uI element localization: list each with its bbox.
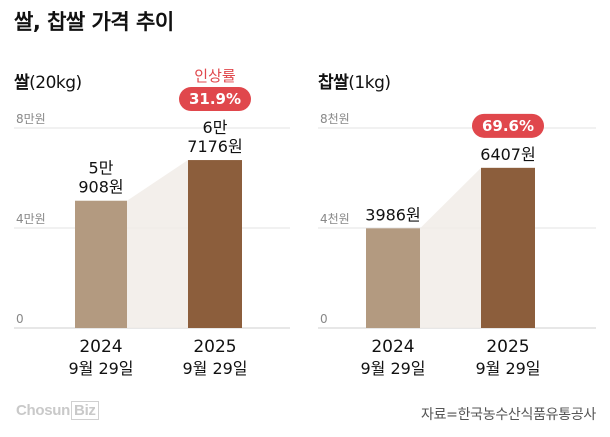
glutinous-rice-x-label-date: 9월 29일 — [360, 359, 425, 378]
glutinous-rice-y-tick-label: 0 — [320, 312, 328, 326]
rice-x-label-date: 9월 29일 — [68, 359, 133, 378]
glutinous-rice-value-label: 6407원 — [480, 145, 535, 164]
rice-panel-title-unit: (20kg) — [29, 73, 82, 93]
rice-bar-2024 — [75, 200, 127, 328]
glutinous-rice-bar-2025 — [481, 167, 535, 328]
rice-y-tick-label: 4만원 — [16, 212, 46, 226]
rice-y-tick-label: 0 — [16, 312, 24, 326]
source-note: 자료=한국농수산식품유통공사 — [421, 407, 596, 423]
glutinous-rice-increase-rate-value: 69.6% — [482, 117, 534, 135]
rice-bar-2025 — [188, 160, 242, 328]
rice-y-tick-label: 8만원 — [16, 112, 46, 126]
glutinous-rice-x-label-year: 2025 — [486, 337, 529, 357]
glutinous-rice-y-tick-label: 8천원 — [320, 111, 350, 126]
rice-increase-rate-badge — [179, 87, 251, 112]
glutinous-rice-value-label: 3986원 — [365, 205, 420, 224]
glutinous-rice-panel-title-main: 찹쌀 — [318, 73, 349, 93]
rice-value-label: 5만 — [89, 159, 114, 178]
chosunbiz-logo: Chosun Biz — [16, 401, 99, 420]
glutinous-rice-panel-title: 찹쌀(1kg) — [318, 68, 391, 93]
glutinous-rice-panel-title-unit: (1kg) — [348, 73, 391, 93]
rice-value-label: 6만 — [203, 118, 228, 137]
glutinous-rice-bar-2024 — [366, 228, 420, 328]
chart-title: 쌀, 찹쌀 가격 추이 — [14, 10, 174, 34]
rice-panel-title-main: 쌀 — [14, 73, 30, 93]
rice-value-label: 7176원 — [187, 137, 242, 156]
rice-increase-rate-value: 31.9% — [189, 90, 241, 108]
logo-main: Chosun — [16, 402, 71, 419]
glutinous-rice-x-label-year: 2024 — [371, 337, 414, 357]
glutinous-rice-y-tick-label: 4천원 — [320, 211, 350, 226]
glutinous-rice-trend-shade — [420, 167, 481, 328]
rice-value-label: 908원 — [78, 178, 123, 197]
glutinous-rice-x-label-date: 9월 29일 — [475, 359, 540, 378]
rice-panel-title: 쌀(20kg) — [14, 68, 82, 93]
rice-x-label-date: 9월 29일 — [182, 359, 247, 378]
rice-x-label-year: 2025 — [193, 337, 236, 357]
rice-increase-rate-caption: 인상률 — [194, 67, 236, 85]
rice-x-label-year: 2024 — [79, 337, 122, 357]
logo-biz: Biz — [71, 401, 99, 420]
glutinous-rice-increase-rate-badge — [472, 113, 544, 138]
rice-trend-shade — [127, 160, 188, 328]
